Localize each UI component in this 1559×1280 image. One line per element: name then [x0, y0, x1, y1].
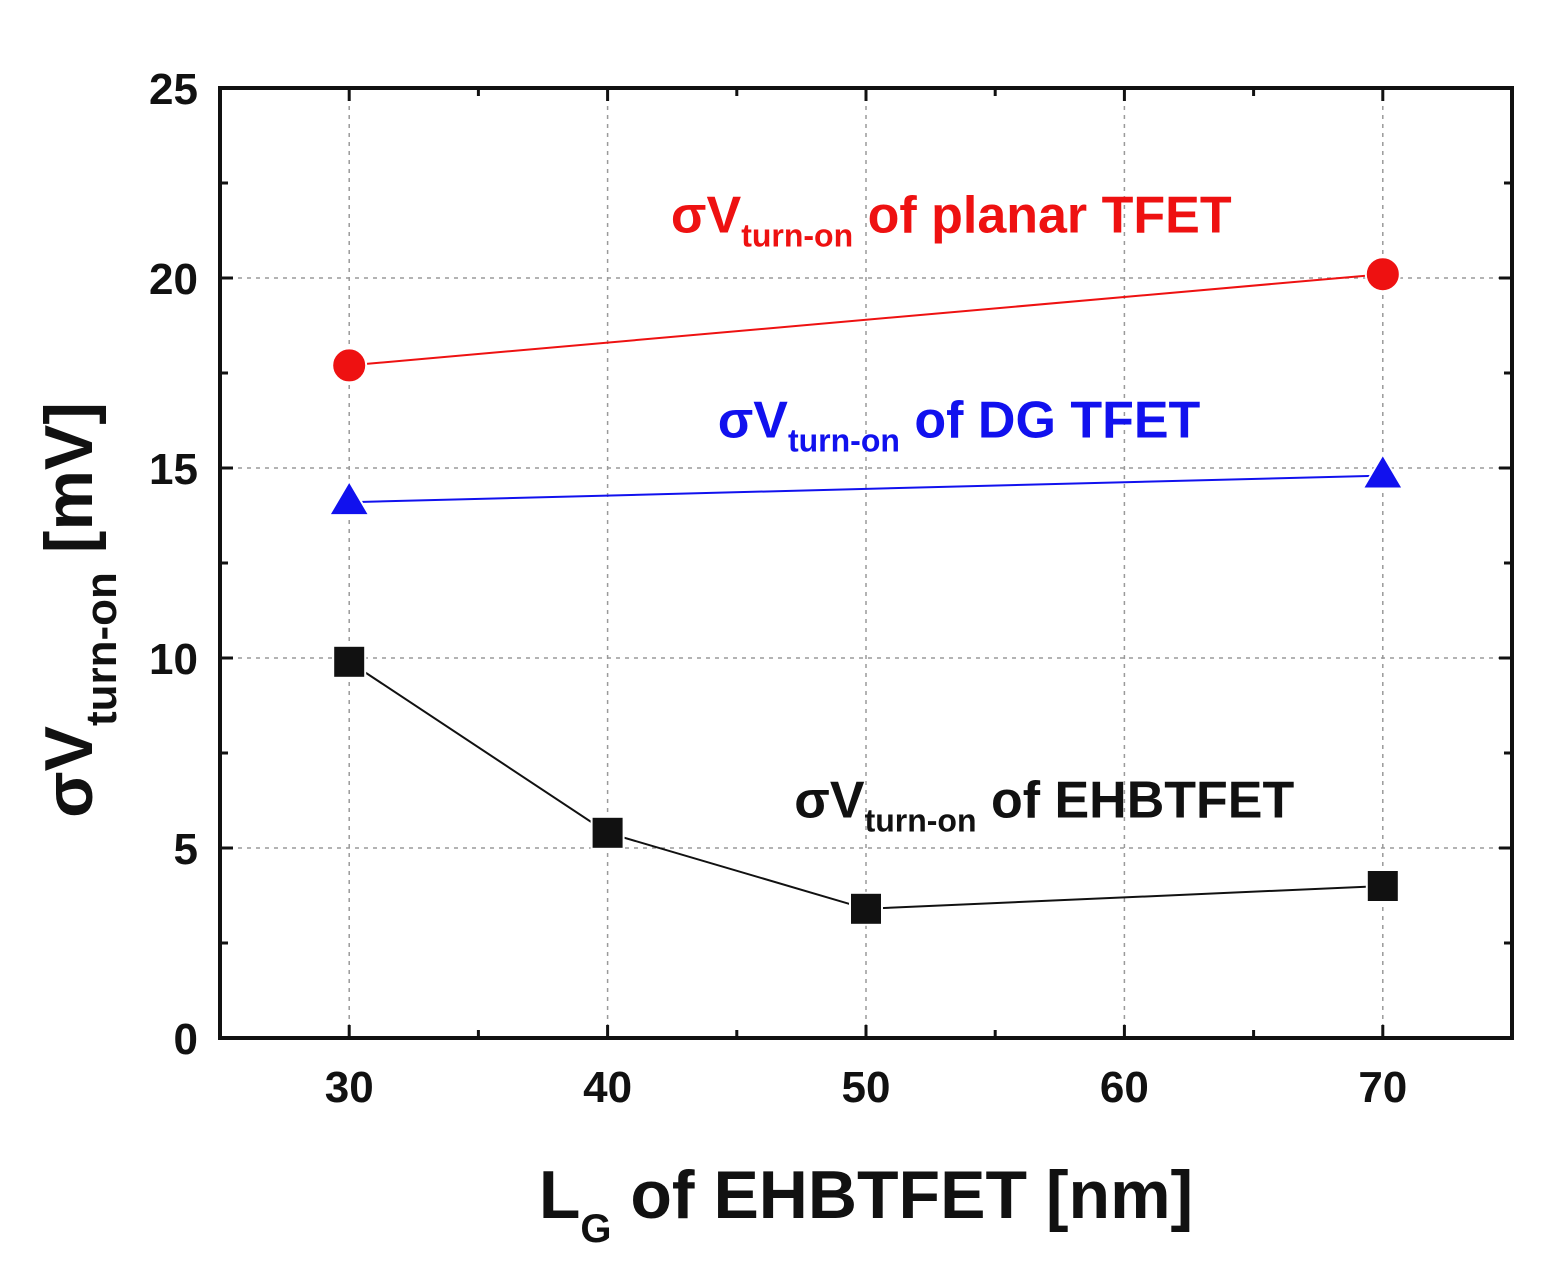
x-tick-label: 50: [842, 1063, 891, 1112]
data-point-dg-tfet: [327, 479, 371, 517]
axis-ticks: [220, 86, 1512, 1040]
y-tick-label: 20: [149, 255, 198, 304]
annotation-main: σV: [718, 392, 789, 450]
series-line-planar-tfet: [349, 273, 1383, 367]
x-axis-title-main: L: [539, 1157, 581, 1233]
y-axis-title-rest: [mV]: [31, 402, 107, 572]
series-annotation-0: σVturn-on of planar TFET: [671, 186, 1232, 253]
annotation-main: σV: [794, 772, 865, 830]
annotation-subscript: turn-on: [865, 803, 977, 839]
data-point-dg-tfet: [1361, 452, 1405, 490]
annotation-rest: of EHBTFET: [977, 772, 1295, 830]
data-point-ehbtfet: [332, 644, 367, 679]
x-axis-title-rest: of EHBTFET [nm]: [611, 1157, 1193, 1233]
data-point-planar-tfet: [331, 347, 368, 384]
x-axis-title-subscript: G: [580, 1207, 611, 1251]
x-axis-title: LG of EHBTFET [nm]: [539, 1157, 1193, 1251]
series-lines: [348, 273, 1383, 910]
annotation-rest: of DG TFET: [900, 392, 1201, 450]
annotation-subscript: turn-on: [741, 217, 853, 253]
y-tick-label: 15: [149, 445, 198, 494]
data-point-ehbtfet: [849, 891, 883, 926]
y-tick-label: 10: [149, 635, 198, 684]
x-tick-label: 60: [1100, 1063, 1149, 1112]
series-annotation-1: σVturn-on of DG TFET: [718, 392, 1201, 459]
series-line-ehbtfet: [348, 660, 1383, 910]
data-markers: [327, 256, 1405, 926]
y-axis-title: σVturn-on [mV]: [31, 402, 126, 818]
tick-labels: 30 40 50 60 70 0 5 10 15 20 25: [149, 65, 1407, 1112]
series-annotation-2: σVturn-on of EHBTFET: [794, 772, 1294, 839]
x-tick-label: 40: [583, 1063, 632, 1112]
y-tick-label: 5: [174, 825, 198, 874]
x-tick-label: 70: [1358, 1063, 1407, 1112]
y-tick-label: 25: [149, 65, 198, 114]
y-axis-title-main: σV: [31, 726, 107, 818]
annotation-rest: of planar TFET: [853, 186, 1232, 244]
x-tick-label: 30: [325, 1063, 374, 1112]
annotation-subscript: turn-on: [788, 423, 900, 459]
y-axis-title-subscript: turn-on: [77, 572, 126, 726]
annotation-main: σV: [671, 186, 742, 244]
data-point-ehbtfet: [590, 815, 625, 850]
data-point-planar-tfet: [1364, 256, 1401, 293]
series-line-dg-tfet: [349, 474, 1383, 504]
data-point-ehbtfet: [1365, 869, 1400, 903]
y-tick-label: 0: [174, 1015, 198, 1064]
